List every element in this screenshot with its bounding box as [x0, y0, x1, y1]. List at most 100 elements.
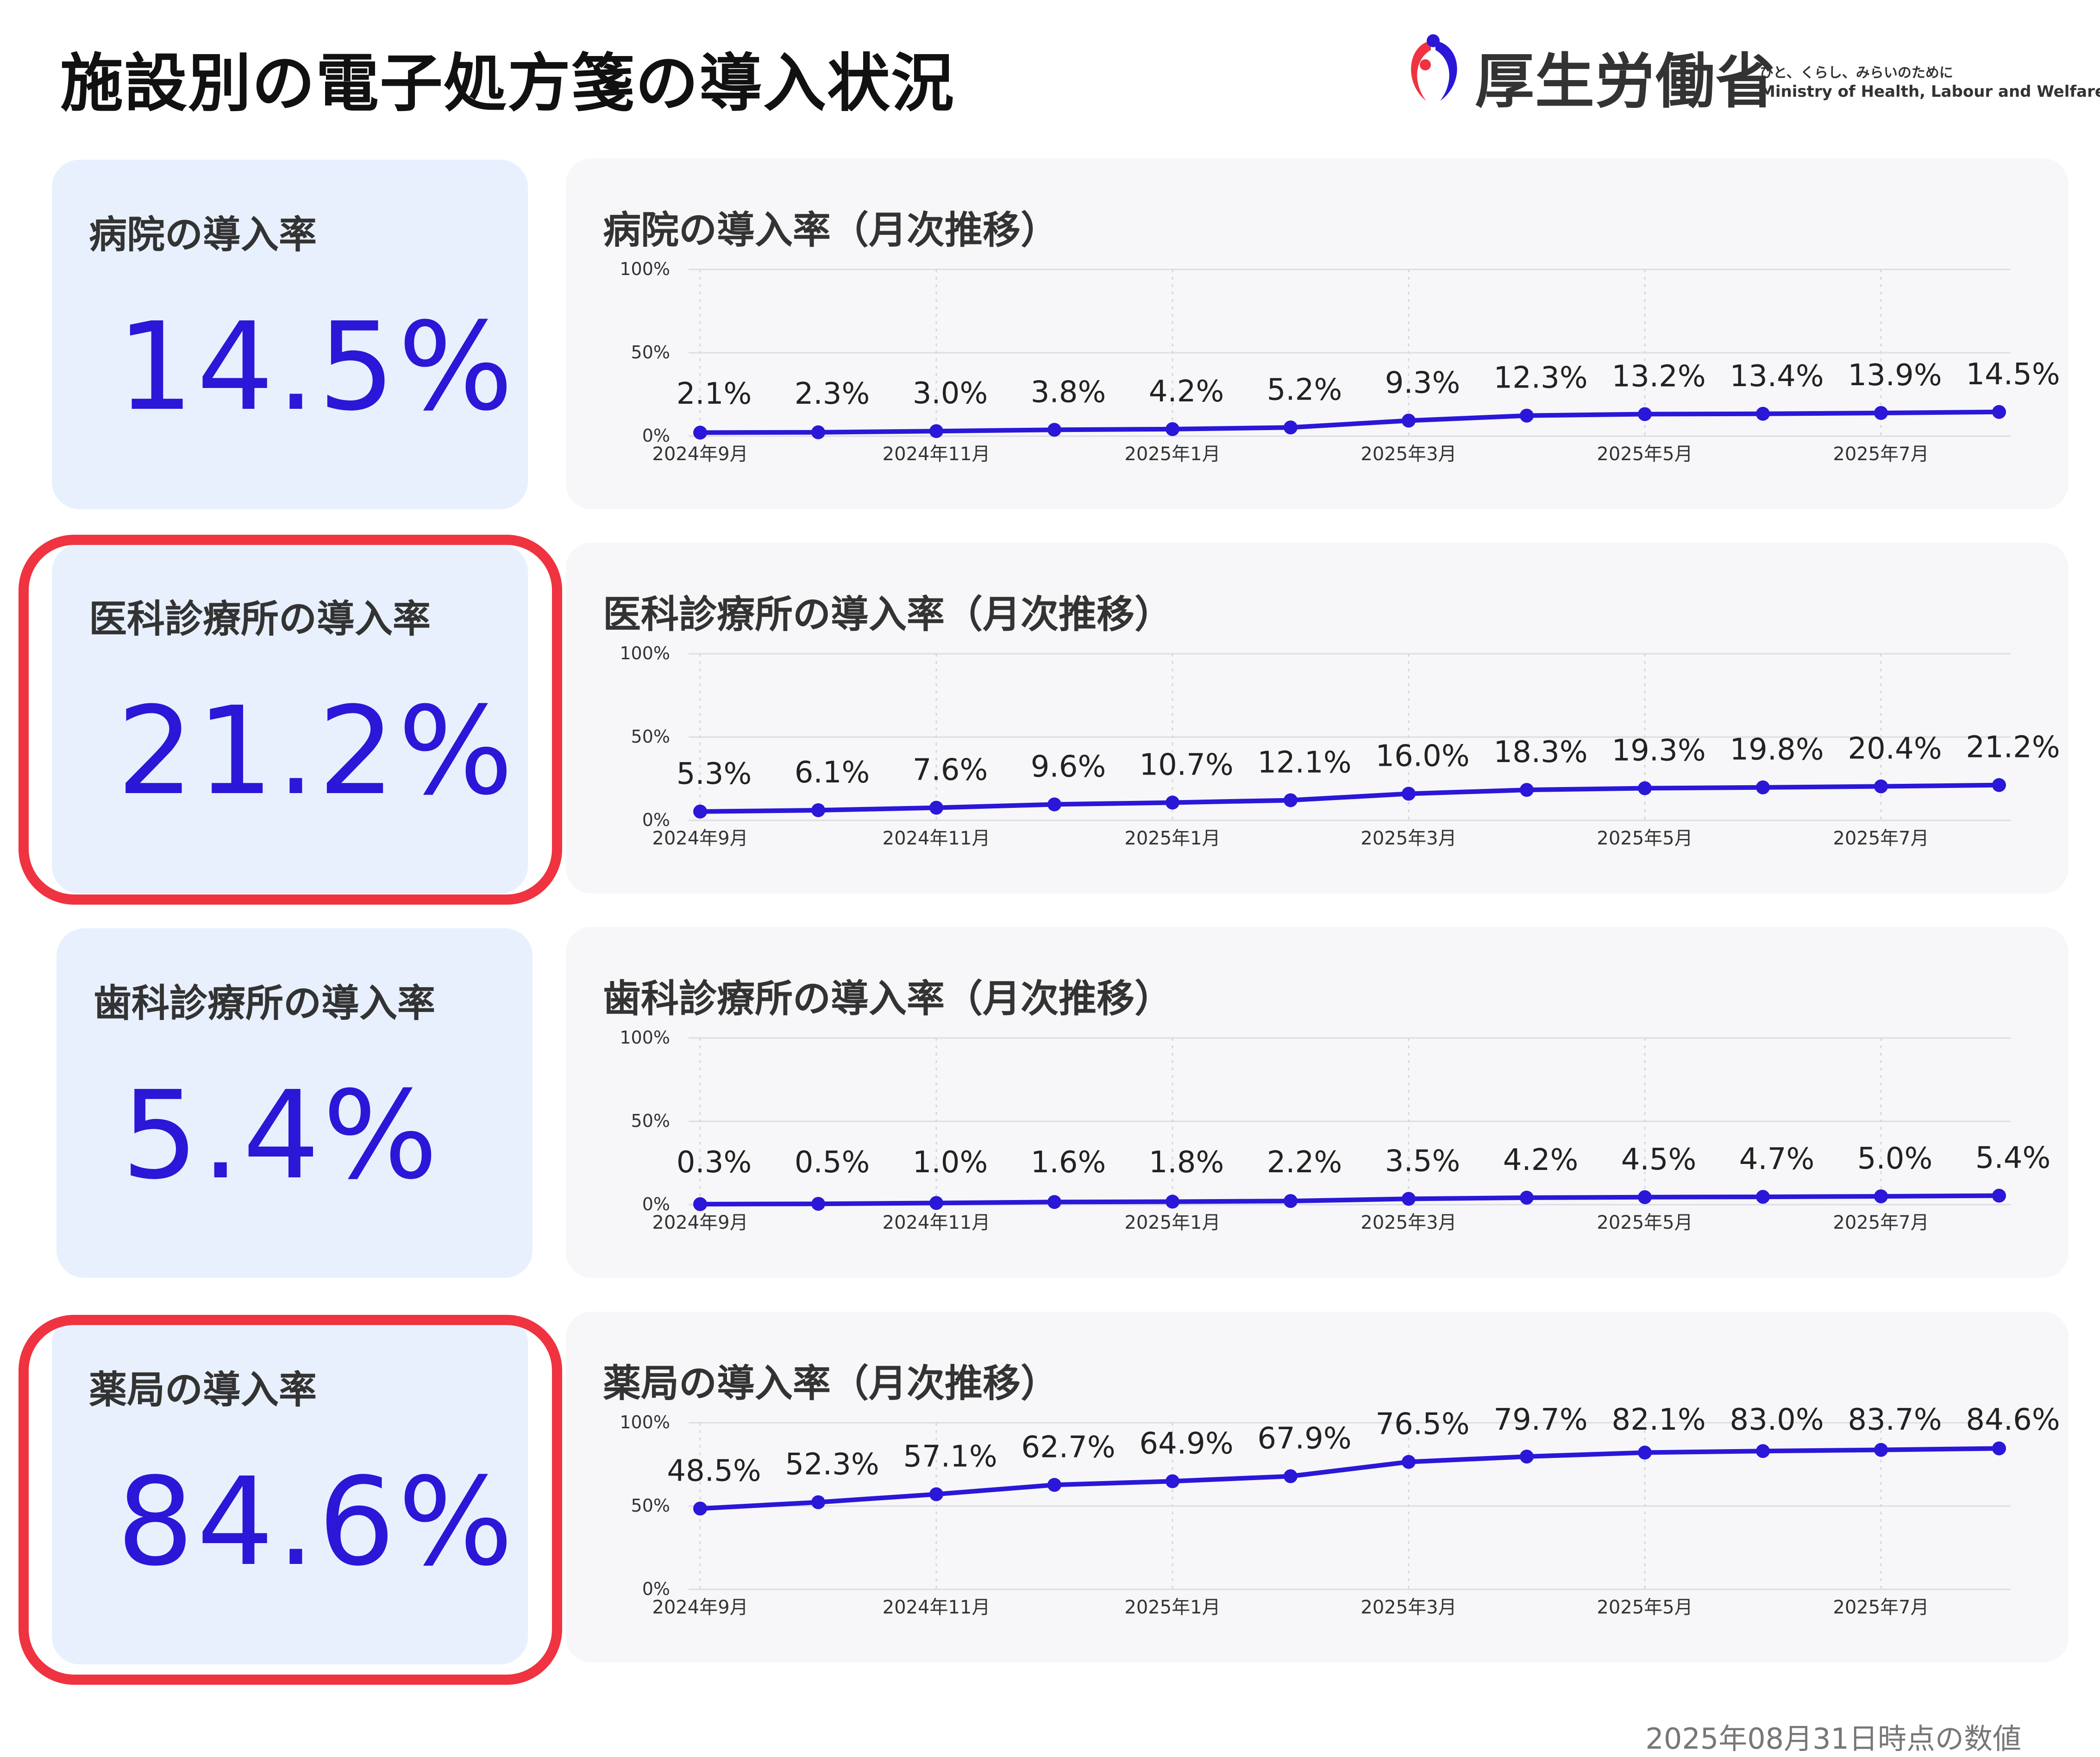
brand-english-name: Ministry of Health, Labour and Welfare	[1760, 82, 2100, 101]
data-point	[1047, 797, 1061, 812]
data-point	[693, 804, 707, 819]
y-tick-label: 100%	[620, 1412, 670, 1432]
kpi-label: 薬局の導入率	[89, 1368, 317, 1412]
x-tick-label: 2025年1月	[1124, 444, 1220, 465]
data-point	[693, 1501, 707, 1516]
data-label: 9.3%	[1385, 366, 1461, 400]
x-tick-label: 2024年11月	[883, 444, 990, 465]
x-tick-label: 2025年3月	[1360, 1597, 1456, 1618]
data-point	[929, 800, 943, 815]
data-point	[1520, 783, 1534, 797]
data-label: 82.1%	[1611, 1403, 1705, 1437]
data-label: 4.7%	[1739, 1142, 1815, 1176]
series-line	[700, 782, 2000, 814]
data-label: 19.3%	[1611, 734, 1705, 768]
x-tick-label: 2025年5月	[1597, 1597, 1693, 1618]
chart-card-hospital: 病院の導入率（月次推移） 0% 50% 100% 2024年9月 2024年11月 202…	[566, 158, 2069, 509]
brand-tagline: ひと、くらし、みらいのために	[1760, 65, 1953, 81]
y-tick-label: 100%	[620, 259, 670, 279]
y-tick-label: 0%	[642, 1194, 670, 1214]
data-label: 9.6%	[1031, 750, 1106, 784]
data-point	[811, 1197, 825, 1211]
data-point	[1284, 793, 1298, 807]
series-line	[700, 409, 2000, 435]
data-label: 20.4%	[1848, 732, 1942, 766]
ministry-emblem-icon	[1411, 34, 1457, 101]
y-tick-label: 50%	[631, 342, 670, 363]
data-label: 10.7%	[1139, 748, 1233, 782]
x-tick-label: 2024年11月	[883, 1212, 990, 1233]
data-label: 83.0%	[1730, 1403, 1824, 1437]
data-label: 0.5%	[795, 1145, 870, 1180]
series-line	[700, 1193, 2000, 1207]
data-label: 64.9%	[1139, 1426, 1233, 1461]
series-line	[700, 1446, 2000, 1511]
page-title: 施設別の電子処方箋の導入状況	[60, 47, 955, 120]
data-label: 5.2%	[1267, 373, 1342, 407]
data-label: 5.3%	[677, 757, 752, 791]
ministry-logo: 厚生労働省 ひと、くらし、みらいのために Ministry of Health,…	[1398, 28, 2100, 116]
data-label: 16.0%	[1375, 739, 1469, 773]
x-tick-label: 2025年1月	[1124, 828, 1220, 849]
data-point	[1047, 423, 1061, 437]
data-point	[1992, 1441, 2006, 1456]
data-point	[1874, 406, 1888, 420]
kpi-value: 21.2%	[117, 681, 516, 822]
kpi-value: 84.6%	[117, 1451, 516, 1593]
line-chart-dental-clinic: 0% 50% 100% 2024年9月 2024年11月 2025年1月 2025年3月 20…	[620, 1027, 2050, 1233]
data-label: 2.1%	[677, 377, 752, 411]
data-point	[1520, 1190, 1534, 1205]
chart-card-dental-clinic: 歯科診療所の導入率（月次推移） 0% 50% 100% 2024年9月 2024年11月…	[566, 927, 2069, 1278]
data-point	[929, 424, 943, 438]
data-point	[693, 1197, 707, 1211]
brand-name: 厚生労働省	[1475, 47, 1776, 116]
data-point	[1284, 420, 1298, 435]
x-tick-label: 2024年9月	[652, 444, 748, 465]
chart-title: 歯科診療所の導入率（月次推移）	[603, 977, 1173, 1021]
data-label: 83.7%	[1848, 1403, 1942, 1437]
x-tick-label: 2025年7月	[1833, 828, 1929, 849]
data-point	[1756, 406, 1770, 421]
kpi-label: 歯科診療所の導入率	[94, 982, 436, 1025]
data-point	[1284, 1194, 1298, 1208]
y-tick-label: 100%	[620, 643, 670, 663]
data-label: 6.1%	[795, 756, 870, 790]
data-label: 1.8%	[1149, 1145, 1224, 1180]
data-label: 18.3%	[1493, 735, 1587, 769]
data-point	[929, 1196, 943, 1210]
data-label: 4.2%	[1503, 1143, 1579, 1177]
x-tick-label: 2025年3月	[1360, 444, 1456, 465]
x-tick-label: 2025年3月	[1360, 828, 1456, 849]
data-label: 57.1%	[903, 1439, 997, 1474]
kpi-label: 病院の導入率	[89, 213, 317, 257]
line-chart-pharmacy: 0% 50% 100% 2024年9月 2024年11月 2025年1月 2025年3月 20…	[620, 1403, 2060, 1618]
y-tick-label: 50%	[631, 1495, 670, 1516]
y-tick-label: 100%	[620, 1027, 670, 1048]
data-point	[929, 1487, 943, 1501]
chart-card-pharmacy: 薬局の導入率（月次推移） 0% 50% 100% 2024年9月 2024年11月 202…	[566, 1312, 2069, 1663]
data-point	[1166, 795, 1179, 810]
x-tick-label: 2025年7月	[1833, 1597, 1929, 1618]
line-chart-medical-clinic: 0% 50% 100% 2024年9月 2024年11月 2025年1月 2025年3月 20…	[620, 643, 2060, 849]
data-point	[1756, 1190, 1770, 1204]
data-point	[1992, 405, 2006, 419]
data-point	[1874, 779, 1888, 794]
data-point	[1638, 407, 1652, 421]
x-tick-label: 2024年9月	[652, 1597, 748, 1618]
x-tick-label: 2025年1月	[1124, 1597, 1220, 1618]
kpi-card-medical-clinic: 医科診療所の導入率 21.2%	[52, 544, 528, 894]
data-point	[1756, 780, 1770, 794]
data-label: 14.5%	[1966, 357, 2060, 392]
kpi-card-pharmacy: 薬局の導入率 84.6%	[52, 1315, 528, 1664]
data-point	[1520, 408, 1534, 423]
x-tick-label: 2025年5月	[1597, 444, 1693, 465]
data-label: 79.7%	[1493, 1403, 1587, 1437]
data-label: 76.5%	[1375, 1407, 1469, 1442]
highlight-outline-pharmacy	[19, 1315, 562, 1685]
data-point	[1047, 1195, 1061, 1209]
data-point	[1402, 413, 1416, 428]
y-tick-label: 0%	[642, 1579, 670, 1599]
x-tick-label: 2025年5月	[1597, 828, 1693, 849]
data-point	[1166, 1194, 1179, 1209]
data-point	[1992, 778, 2006, 792]
